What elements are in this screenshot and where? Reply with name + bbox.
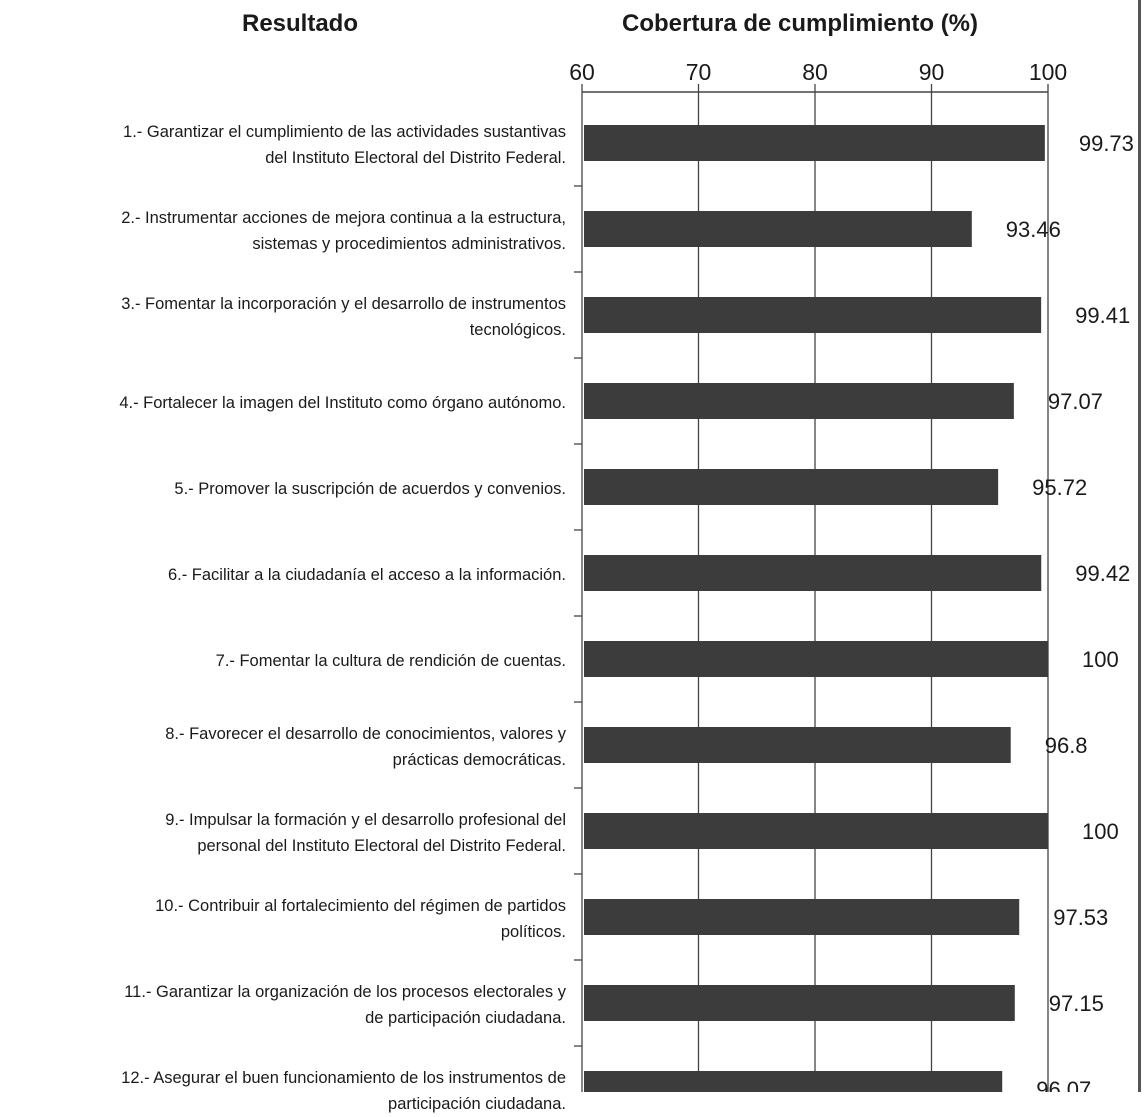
category-label-line: políticos. bbox=[500, 923, 566, 941]
category-label: 3.- Fomentar la incorporación y el desar… bbox=[0, 291, 566, 343]
category-label-line: 10.- Contribuir al fortalecimiento del r… bbox=[155, 897, 566, 915]
category-label: 10.- Contribuir al fortalecimiento del r… bbox=[0, 893, 566, 945]
category-label-line: del Instituto Electoral del Distrito Fed… bbox=[265, 149, 566, 167]
bar bbox=[584, 125, 1045, 161]
data-label: 100 bbox=[1082, 647, 1119, 672]
x-tick-label: 60 bbox=[569, 59, 595, 85]
bar-chart: 60 70 80 90 100 99.73 93.46 99.41 97.07 95.72 99.4… bbox=[569, 59, 1134, 1092]
data-label: 99.42 bbox=[1075, 561, 1130, 586]
data-label: 96.07 bbox=[1036, 1077, 1091, 1092]
category-label-line: 11.- Garantizar la organización de los p… bbox=[124, 983, 566, 1001]
x-tick-label: 80 bbox=[802, 59, 828, 85]
category-label-line: personal del Instituto Electoral del Dis… bbox=[197, 837, 566, 855]
bar bbox=[584, 469, 999, 505]
data-label: 99.73 bbox=[1079, 131, 1134, 156]
bar bbox=[584, 985, 1015, 1021]
data-label: 95.72 bbox=[1032, 475, 1087, 500]
x-tick-label: 100 bbox=[1029, 59, 1067, 85]
category-label-line: 4.- Fortalecer la imagen del Instituto c… bbox=[119, 394, 566, 412]
category-label-line: 1.- Garantizar el cumplimiento de las ac… bbox=[123, 123, 566, 141]
category-label: 5.- Promover la suscripción de acuerdos … bbox=[0, 476, 566, 502]
data-label: 100 bbox=[1082, 819, 1119, 844]
category-column-header: Resultado bbox=[241, 10, 358, 37]
category-label: 8.- Favorecer el desarrollo de conocimie… bbox=[0, 721, 566, 773]
category-label: 2.- Instrumentar acciones de mejora cont… bbox=[0, 205, 566, 257]
data-label: 99.41 bbox=[1075, 303, 1130, 328]
bar bbox=[584, 727, 1011, 763]
page-edge-rule bbox=[1138, 0, 1141, 1092]
category-label-line: 9.- Impulsar la formación y el desarroll… bbox=[165, 811, 566, 829]
data-label: 97.07 bbox=[1048, 389, 1103, 414]
category-label-line: 7.- Fomentar la cultura de rendición de … bbox=[215, 652, 566, 670]
category-label-line: 3.- Fomentar la incorporación y el desar… bbox=[121, 295, 566, 313]
category-label-line: 2.- Instrumentar acciones de mejora cont… bbox=[121, 209, 566, 227]
bar bbox=[584, 383, 1014, 419]
category-label: 4.- Fortalecer la imagen del Instituto c… bbox=[0, 390, 566, 416]
category-label-line: sistemas y procedimientos administrativo… bbox=[252, 235, 566, 253]
data-label: 93.46 bbox=[1006, 217, 1061, 242]
category-label: 9.- Impulsar la formación y el desarroll… bbox=[0, 807, 566, 859]
bar bbox=[584, 1071, 1003, 1092]
data-label: 96.8 bbox=[1045, 733, 1088, 758]
bar bbox=[584, 899, 1020, 935]
category-label-line: 12.- Asegurar el buen funcionamiento de … bbox=[121, 1069, 566, 1087]
category-label-line: prácticas democráticas. bbox=[392, 751, 566, 769]
x-tick-label: 70 bbox=[686, 59, 712, 85]
bar bbox=[584, 211, 972, 247]
category-label-line: 6.- Facilitar a la ciudadanía el acceso … bbox=[167, 566, 566, 584]
chart-title: Cobertura de cumplimiento (%) bbox=[621, 10, 979, 37]
category-label-line: de participación ciudadana. bbox=[365, 1009, 566, 1027]
category-label-line: 5.- Promover la suscripción de acuerdos … bbox=[174, 480, 566, 498]
data-label: 97.53 bbox=[1053, 905, 1108, 930]
category-label-line: participación ciudadana. bbox=[388, 1095, 566, 1113]
bar bbox=[584, 813, 1048, 849]
category-label-line: 8.- Favorecer el desarrollo de conocimie… bbox=[165, 725, 566, 743]
category-label: 11.- Garantizar la organización de los p… bbox=[0, 979, 566, 1031]
data-label: 97.15 bbox=[1049, 991, 1104, 1016]
category-label: 6.- Facilitar a la ciudadanía el acceso … bbox=[0, 562, 566, 588]
category-label-line: tecnológicos. bbox=[469, 321, 566, 339]
category-label: 1.- Garantizar el cumplimiento de las ac… bbox=[0, 119, 566, 171]
category-label: 7.- Fomentar la cultura de rendición de … bbox=[0, 648, 566, 674]
bar bbox=[584, 555, 1042, 591]
bar bbox=[584, 297, 1042, 333]
bar bbox=[584, 641, 1048, 677]
x-tick-label: 90 bbox=[919, 59, 945, 85]
